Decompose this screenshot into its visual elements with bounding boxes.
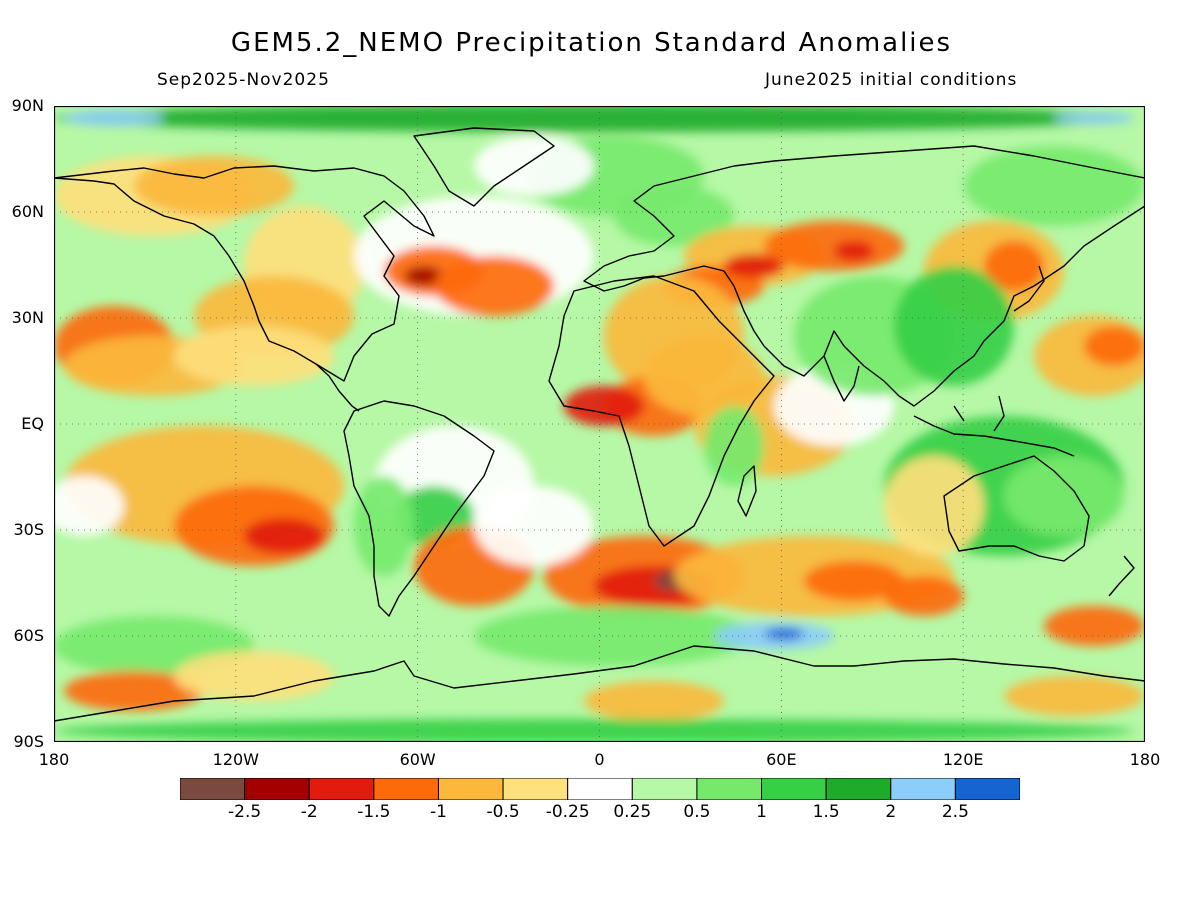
anomaly-patch [474,486,594,566]
anomaly-patch [964,146,1144,226]
coast-africa [548,275,775,547]
lon-label: 180 [38,750,70,769]
anomaly-patch [174,651,334,701]
coast-north-america [54,165,435,382]
lat-label: 90S [13,732,44,751]
colorbar-label: 1 [756,802,767,822]
coast-south-america [343,400,495,617]
forecast-period: Sep2025-Nov2025 [157,70,330,90]
coast-antarctica [54,645,1145,722]
anomaly-patch [704,406,764,486]
anomaly-patch [244,518,324,554]
colorbar-label: 1.5 [812,802,840,822]
colorbar-swatch [954,778,1020,800]
colorbar-label: 2 [885,802,897,822]
lon-label: 180 [1129,750,1161,769]
anomaly-patch [434,256,554,316]
anomaly-patch [1054,112,1134,124]
anomaly-map [54,106,1145,742]
anomaly-patch [1084,326,1144,366]
coast-india [823,355,860,402]
anomaly-patch [1004,456,1124,536]
colorbar-label: -1.5 [357,802,391,822]
anomaly-patch [64,110,164,126]
coastlines [54,127,1145,722]
coast-greenland [413,127,555,207]
anomaly-patch [764,628,804,640]
anomaly-patch [1044,606,1144,646]
initial-conditions: June2025 initial conditions [765,70,1018,90]
anomaly-patch [174,326,334,386]
anomaly-patch [564,386,644,426]
lon-label: 60W [399,750,436,769]
anomaly-patch [1004,676,1144,716]
anomaly-patch [54,476,124,536]
anomaly-patch [894,266,1014,386]
anomaly-patch [884,576,964,616]
anomaly-patch [614,186,734,246]
colorbar-swatch [890,778,956,800]
anomaly-patch [474,136,594,196]
lon-label: 120W [212,750,259,769]
colorbar-swatch [437,778,504,800]
colorbar-label: -2.5 [228,802,262,822]
anomaly-patch [404,266,444,286]
colorbar-label: 0.25 [613,802,652,822]
map-gridlines [54,106,1145,742]
coast-australia [943,455,1090,562]
lat-label: 30N [11,308,44,327]
anomaly-patch [834,241,874,261]
colorbar-swatch [631,778,698,800]
anomaly-patch [54,106,1134,132]
anomaly-patch [764,221,904,271]
coast-se-asia-islands [913,395,1075,457]
lon-label: 120E [942,750,984,769]
lon-label: 0 [594,750,605,769]
colorbar-swatch [180,778,246,800]
colorbar-swatch [244,778,310,800]
anomaly-patch [804,561,904,601]
lat-label: 90N [11,96,44,115]
coast-eurasia [583,145,1145,407]
anomaly-patch [474,606,754,666]
coast-madagascar [737,465,757,517]
colorbar-label: 0.5 [683,802,711,822]
map-svg [54,106,1145,742]
colorbar [180,778,1020,800]
lat-label: 30S [13,520,44,539]
colorbar-label: -1 [429,802,447,822]
lat-label: 60N [11,202,44,221]
anomaly-patch [64,671,204,711]
anomaly-patch [54,719,1134,742]
colorbar-swatch [308,778,375,800]
colorbar-swatch [696,778,763,800]
anomaly-patch [884,456,984,556]
colorbar-label: -0.25 [545,802,590,822]
colorbar-label: -2 [300,802,318,822]
colorbar-swatch [761,778,827,800]
map-frame [54,106,1145,742]
anomaly-patch [354,476,414,576]
anomaly-field [54,106,1145,742]
coast-new-zealand [1108,555,1135,597]
colorbar-swatch [373,778,439,800]
lat-label: EQ [21,414,44,433]
coast-central-america [315,363,360,412]
chart-title: GEM5.2_NEMO Precipitation Standard Anoma… [230,28,953,58]
anomaly-patch [134,156,294,216]
colorbar-label: 2.5 [941,802,969,822]
colorbar-swatch [825,778,892,800]
lon-label: 60E [766,750,797,769]
lat-label: 60S [13,626,44,645]
colorbar-label: -0.5 [486,802,520,822]
anomaly-patch [724,254,784,278]
colorbar-swatch [567,778,633,800]
anomaly-patch [984,241,1044,291]
anomaly-patch [584,681,724,721]
coast-japan [1013,265,1045,312]
colorbar-swatch [502,778,569,800]
